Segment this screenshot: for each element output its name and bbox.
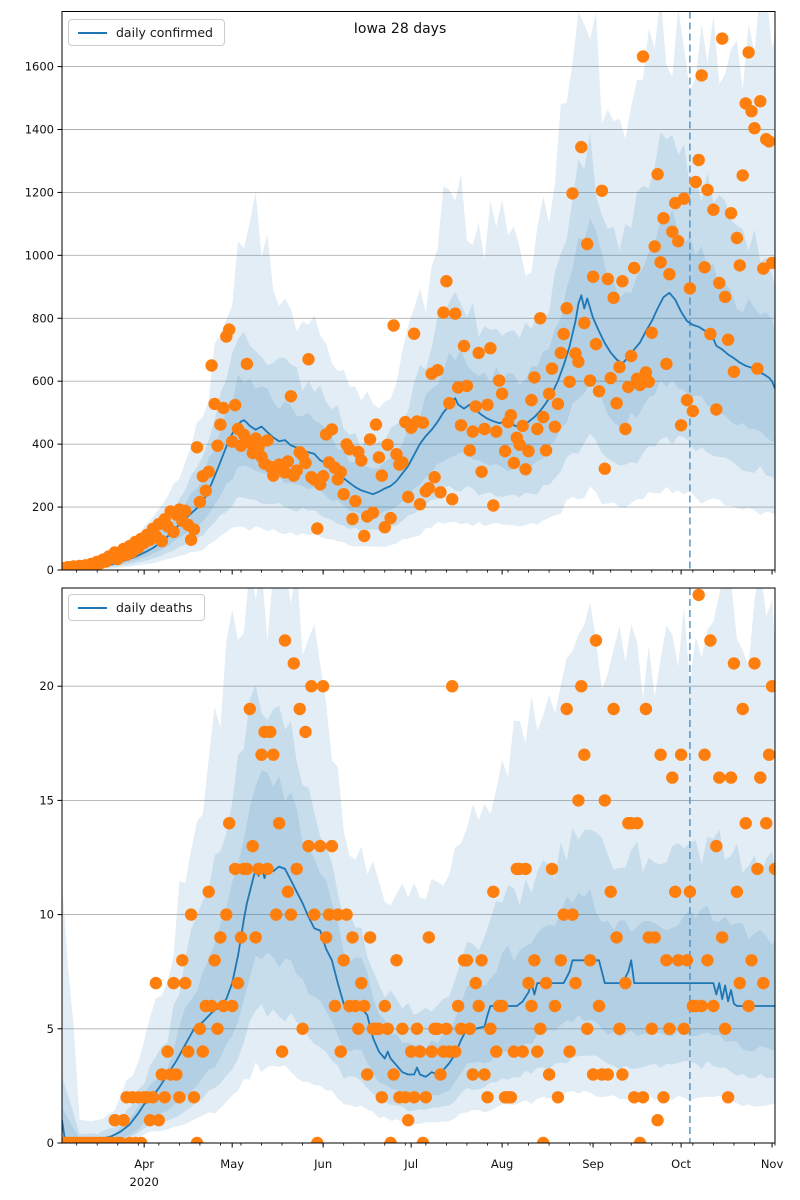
svg-text:Oct: Oct (671, 1157, 691, 1171)
legend-label-confirmed: daily confirmed (116, 25, 213, 40)
svg-text:800: 800 (32, 311, 54, 325)
legend-daily-deaths: daily deaths (68, 594, 205, 621)
svg-text:15: 15 (39, 793, 54, 807)
svg-text:Apr: Apr (134, 1157, 154, 1171)
svg-text:1000: 1000 (25, 248, 54, 262)
svg-text:Jul: Jul (403, 1157, 418, 1171)
legend-daily-confirmed: daily confirmed (68, 19, 225, 46)
svg-text:Sep: Sep (582, 1157, 604, 1171)
legend-line-sample-confirmed (78, 31, 107, 34)
svg-text:5: 5 (47, 1022, 54, 1036)
svg-text:400: 400 (32, 437, 54, 451)
svg-text:0: 0 (47, 1136, 54, 1150)
svg-text:0: 0 (47, 563, 54, 577)
svg-text:20: 20 (39, 679, 54, 693)
svg-text:Aug: Aug (491, 1157, 513, 1171)
svg-text:2020: 2020 (130, 1175, 159, 1189)
svg-text:Nov: Nov (761, 1157, 784, 1171)
svg-text:200: 200 (32, 500, 54, 514)
svg-text:May: May (220, 1157, 244, 1171)
svg-text:600: 600 (32, 374, 54, 388)
svg-text:1400: 1400 (25, 122, 54, 136)
svg-text:1200: 1200 (25, 185, 54, 199)
chart-title: Iowa 28 days (353, 21, 447, 37)
legend-line-sample-deaths (78, 606, 107, 609)
legend-label-deaths: daily deaths (116, 600, 193, 615)
svg-text:1600: 1600 (25, 60, 54, 74)
svg-text:10: 10 (39, 908, 54, 922)
svg-text:Jun: Jun (313, 1157, 332, 1171)
